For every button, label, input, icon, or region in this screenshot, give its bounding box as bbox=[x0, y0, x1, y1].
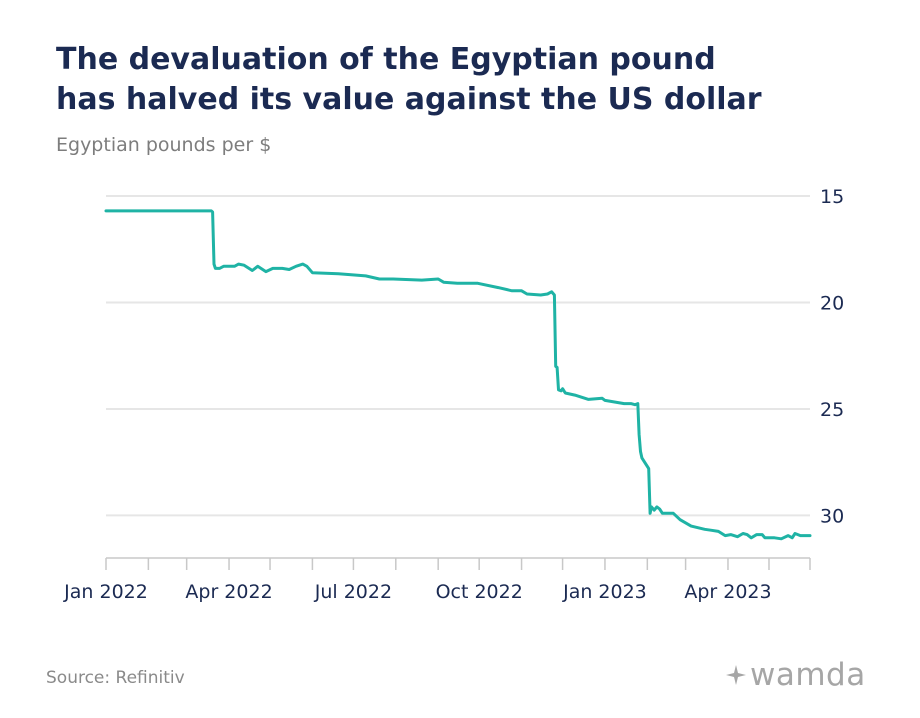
x-tick-label: Jan 2023 bbox=[562, 581, 647, 603]
sparkle-icon bbox=[726, 665, 746, 685]
chart-subtitle: Egyptian pounds per $ bbox=[56, 134, 272, 156]
x-tick-label: Jan 2022 bbox=[63, 581, 148, 603]
x-tick-label: Apr 2023 bbox=[684, 581, 771, 603]
chart-title-line-2: has halved its value against the US doll… bbox=[56, 82, 762, 117]
chart-title: The devaluation of the Egyptian pound ha… bbox=[56, 40, 876, 120]
wamda-logo-text: wamda bbox=[750, 657, 866, 693]
y-tick-label: 15 bbox=[820, 186, 844, 208]
x-tick-label: Oct 2022 bbox=[436, 581, 523, 603]
y-tick-label: 25 bbox=[820, 399, 844, 421]
chart-title-line-1: The devaluation of the Egyptian pound bbox=[56, 42, 716, 77]
source-note: Source: Refinitiv bbox=[46, 668, 185, 688]
series-line bbox=[104, 209, 812, 541]
y-tick-label: 30 bbox=[820, 505, 844, 527]
x-tick-label: Apr 2022 bbox=[185, 581, 272, 603]
y-tick-label: 20 bbox=[820, 292, 844, 314]
wamda-logo: wamda bbox=[726, 658, 866, 692]
x-tick-label: Jul 2022 bbox=[314, 581, 392, 603]
exchange-rate-chart: 15 20 25 30 Jan 2022 Apr 2022 Jul 2022 Oct 2022… bbox=[63, 186, 844, 603]
